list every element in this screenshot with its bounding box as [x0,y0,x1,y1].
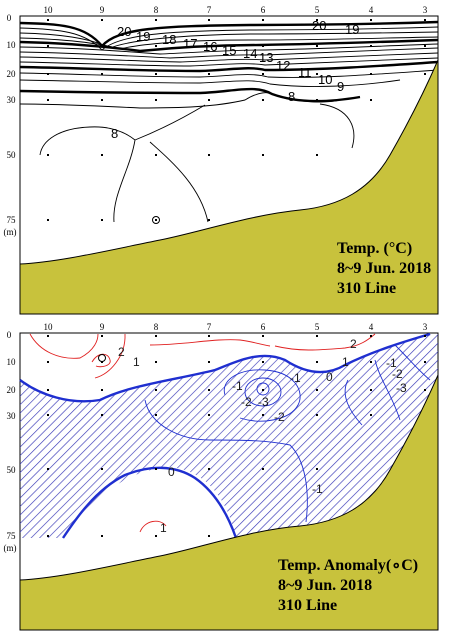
panel-line: 310 Line [278,597,337,614]
contour-label: -3 [258,395,269,409]
contour-label: -2 [392,367,403,381]
contour-label: 0 [168,465,175,479]
negative-anomaly-region [20,334,438,538]
panel-title: Temp. (°C) [337,240,412,257]
depth-label: 50 [7,465,17,475]
station-label: 6 [261,322,266,332]
station-label: 9 [100,322,105,332]
depth-label: 10 [7,40,17,50]
station-label: 5 [315,5,320,15]
depth-label: 30 [7,411,17,421]
panel-title: Temp. Anomaly(∘C) [278,557,418,574]
contour-label: 12 [276,58,290,73]
depth-label: 75 [7,215,17,225]
station-label: 8 [154,322,159,332]
station-label: 5 [315,322,320,332]
depth-label: 10 [7,357,17,367]
station-label: 10 [44,322,54,332]
station-label: 10 [44,5,54,15]
contour-label: 18 [162,32,176,47]
contour-label: 13 [259,50,273,65]
negative-contours [144,344,431,523]
zero-contours [19,332,431,539]
depth-label: 30 [7,95,17,105]
depth-label: 20 [7,69,17,79]
contour-label: 8 [111,126,118,141]
panel-date: 8~9 Jun. 2018 [337,260,431,277]
contour-label: 1 [342,355,349,369]
contour-label: -2 [241,395,252,409]
station-label: 7 [207,5,212,15]
station-label: 6 [261,5,266,15]
contour-label: -1 [312,482,323,496]
station-label: 4 [369,322,374,332]
station-label: 3 [423,5,428,15]
contour-label: 9 [337,79,344,94]
contour-label: 16 [203,39,217,54]
station-axis-top: 10 9 8 7 6 5 4 3 [44,322,428,332]
contour-label: 17 [183,36,197,51]
contour-label: -1 [232,379,243,393]
station-label: 3 [423,322,428,332]
station-label: 4 [369,5,374,15]
contour-label: -2 [274,410,285,424]
contour-label: 15 [222,43,236,58]
contour-label: 1 [160,521,167,535]
positive-contours [29,333,376,533]
anomaly-contour-labels: 2 1 2 1 -1 0 -1 -2 -3 -2 -3 -1 -2 0 -1 1 [118,337,407,535]
contour-label: 0 [326,370,333,384]
depth-label: 50 [7,150,17,160]
contour-label: 10 [318,72,332,87]
contour-label: 14 [243,46,257,61]
seabed [19,59,439,315]
contour-label: -1 [386,356,397,370]
contour-label: 20 [117,24,131,39]
depth-label: 0 [7,13,12,23]
seabed [19,374,439,631]
contour-label: 2 [118,345,125,359]
sampling-points [47,335,426,537]
station-label: 9 [100,5,105,15]
depth-label: 75 [7,531,17,541]
depth-unit: (m) [4,227,17,237]
contour-label: 19 [136,29,150,44]
station-label: 7 [207,322,212,332]
contour-label: 11 [298,65,312,80]
depth-label: 0 [7,330,12,340]
contour-label: 20 [312,18,326,33]
contour-label: 1 [133,355,140,369]
sampling-points [47,19,426,221]
extremum-marker [152,216,160,224]
panel-line: 310 Line [337,280,396,297]
contour-label: 8 [288,89,295,104]
panel-temperature-anomaly: 10 9 8 7 6 5 4 3 0 10 20 30 50 75 (m) [4,322,439,631]
contour-label: 2 [350,337,357,351]
isotherm-labels: 20 19 18 17 16 15 14 13 12 11 10 9 8 20 … [111,18,359,141]
contour-label: -3 [396,381,407,395]
contour-label: 19 [345,22,359,37]
panel-temperature: 10 9 8 7 6 5 4 3 0 10 20 30 50 75 (m) [4,5,439,315]
depth-axis-left: 0 10 20 30 50 75 (m) [4,13,17,237]
station-label: 8 [154,5,159,15]
panel-date: 8~9 Jun. 2018 [278,577,372,594]
isotherms [19,20,439,223]
station-axis-top: 10 9 8 7 6 5 4 3 [44,5,428,15]
depth-unit: (m) [4,543,17,553]
depth-axis-left: 0 10 20 30 50 75 (m) [4,330,17,553]
depth-label: 20 [7,385,17,395]
contour-label: -1 [290,371,301,385]
